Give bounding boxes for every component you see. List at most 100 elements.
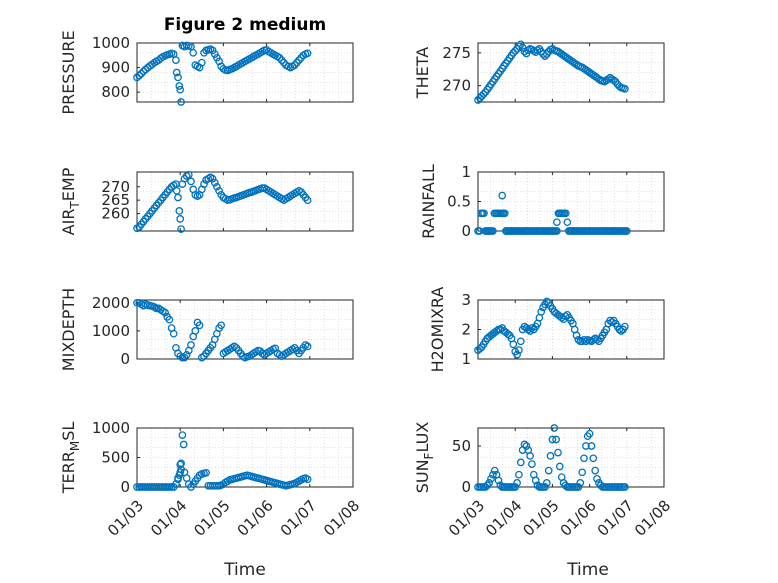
data-point <box>489 470 497 479</box>
grid-rainfall <box>478 172 664 231</box>
data-point <box>210 50 219 58</box>
data-point <box>585 429 594 438</box>
series-pressure <box>133 41 312 106</box>
data-point <box>494 476 503 485</box>
data-point <box>580 335 588 344</box>
data-point <box>184 170 193 179</box>
data-point <box>591 466 600 475</box>
data-point <box>507 227 516 235</box>
data-point <box>563 218 572 227</box>
data-point <box>172 68 181 77</box>
data-point <box>520 440 529 449</box>
data-point <box>617 327 626 335</box>
y-tick-label: 0 <box>461 478 471 496</box>
x-tick-label: 01/05 <box>190 497 233 540</box>
data-point <box>524 325 533 334</box>
data-point <box>303 49 312 58</box>
data-point <box>576 479 585 487</box>
data-point <box>621 483 629 491</box>
x-tick-label: 01/07 <box>277 497 320 540</box>
x-tick-label: 01/08 <box>631 497 674 540</box>
data-point <box>533 46 542 55</box>
data-point <box>550 424 559 432</box>
data-point <box>490 466 499 475</box>
data-point <box>621 322 629 331</box>
data-point <box>503 330 512 338</box>
data-point <box>179 440 188 449</box>
data-point <box>561 312 570 321</box>
data-point <box>135 71 144 80</box>
data-point <box>622 227 631 235</box>
data-point <box>480 209 488 218</box>
data-point <box>182 350 191 359</box>
data-point <box>513 350 521 359</box>
data-point <box>515 346 523 354</box>
data-point <box>531 476 540 485</box>
y-axis-label-rainfall: RAINFALL <box>419 164 438 239</box>
y-tick-label: 2 <box>461 321 471 339</box>
y-tick-label: 0 <box>120 478 130 496</box>
series-theta <box>474 40 629 104</box>
data-point <box>137 69 146 78</box>
data-point <box>479 90 488 98</box>
y-tick-label: 2000 <box>92 294 130 312</box>
y-tick-label: 900 <box>101 59 130 77</box>
data-point <box>174 73 182 82</box>
y-tick-label: 500 <box>101 449 130 467</box>
data-point <box>177 98 185 106</box>
x-tick-label: 01/06 <box>557 497 600 540</box>
data-point <box>593 474 601 483</box>
x-tick-label: 01/08 <box>320 497 363 540</box>
data-point <box>528 460 536 468</box>
data-point <box>553 227 561 235</box>
y-tick-label: 270 <box>101 178 130 196</box>
data-point <box>509 340 518 349</box>
data-point <box>481 483 490 491</box>
data-point <box>542 297 551 306</box>
data-point <box>172 56 180 65</box>
data-point <box>189 48 198 57</box>
figure-title: Figure 2 medium <box>164 15 326 35</box>
panel-terrmsl: 01/03 01/04 01/05 01/06 01/07 01/08 0 500 1000 TE… <box>59 419 363 540</box>
series-mixdepth <box>133 298 312 362</box>
data-point <box>165 483 174 491</box>
data-point <box>489 227 497 235</box>
data-point <box>572 331 581 340</box>
data-point <box>177 225 185 233</box>
x-tick-label: 01/04 <box>147 497 190 540</box>
data-point <box>542 479 551 487</box>
data-point <box>197 58 206 67</box>
x-tick-label: 01/06 <box>234 497 277 540</box>
data-point <box>522 442 531 450</box>
x-tick-label: 01/03 <box>104 497 147 540</box>
data-point <box>195 321 204 330</box>
grid-terrmsl <box>137 428 353 487</box>
data-point <box>169 329 178 338</box>
data-point <box>176 460 185 469</box>
y-tick-label: 50 <box>452 437 471 455</box>
data-point <box>152 304 161 313</box>
y-axis-label-theta: THETA <box>413 47 432 99</box>
y-tick-label: 0 <box>120 350 130 368</box>
data-point <box>133 298 141 307</box>
axes-box-theta <box>477 42 665 103</box>
data-point <box>217 321 226 330</box>
data-point <box>515 470 523 479</box>
data-point <box>526 452 534 460</box>
y-axis-label-terrmsl: TERRMSL <box>59 422 82 495</box>
data-point <box>537 307 546 316</box>
data-point <box>552 435 560 444</box>
data-point <box>303 475 312 484</box>
grid-airtemp <box>137 172 353 231</box>
y-tick-label: 265 <box>101 191 130 209</box>
data-point <box>546 452 555 460</box>
data-point <box>589 454 598 463</box>
data-point <box>187 177 195 186</box>
data-point <box>516 458 525 467</box>
y-tick-label: 1000 <box>92 322 130 340</box>
y-tick-label: 260 <box>101 205 130 223</box>
series-sunflux <box>474 424 629 491</box>
data-point <box>303 196 312 205</box>
